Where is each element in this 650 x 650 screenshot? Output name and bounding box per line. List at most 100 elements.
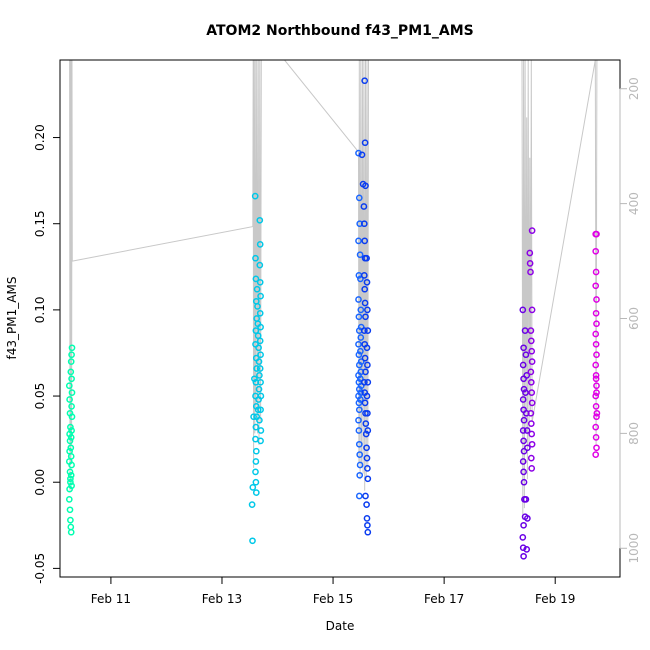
data-point <box>361 299 369 307</box>
data-point <box>593 230 600 238</box>
data-point <box>520 447 528 455</box>
data-point <box>68 375 75 383</box>
data-point <box>363 501 370 508</box>
data-point <box>364 465 371 472</box>
data-point <box>67 478 74 486</box>
data-point <box>357 358 365 365</box>
scatter-layer <box>65 77 601 560</box>
data-point <box>362 313 369 321</box>
data-point <box>355 194 363 202</box>
data-point <box>67 453 75 460</box>
data-point <box>363 444 370 452</box>
y-tick-label: 0.20 <box>33 124 47 151</box>
data-point <box>363 278 371 286</box>
data-point <box>592 434 600 441</box>
data-point <box>67 434 75 441</box>
data-point <box>364 427 372 434</box>
data-point <box>255 344 262 352</box>
data-point <box>592 330 600 338</box>
data-point <box>355 313 363 321</box>
data-point <box>523 546 531 553</box>
data-point <box>256 216 264 224</box>
y2-tick-label: 200 <box>627 77 641 100</box>
data-point <box>523 427 531 434</box>
data-point <box>361 237 369 245</box>
series-0 <box>65 344 76 536</box>
data-point <box>252 489 260 496</box>
data-point <box>519 396 527 403</box>
data-point <box>67 528 75 536</box>
data-point <box>357 306 365 314</box>
data-point <box>257 292 264 300</box>
data-point <box>68 461 75 469</box>
data-point <box>67 423 74 431</box>
y-tick-label: -0.05 <box>33 553 47 584</box>
data-point <box>527 378 535 386</box>
data-point <box>364 475 372 483</box>
data-point <box>527 268 534 276</box>
data-point <box>251 375 258 383</box>
data-point <box>68 351 75 359</box>
data-point <box>250 413 257 421</box>
data-point <box>360 327 368 334</box>
x-axis: Feb 11 Feb 13 Feb 15 Feb 17 Feb 19 <box>91 576 575 606</box>
y-tick-label: 0.10 <box>33 297 47 324</box>
data-point <box>66 506 74 514</box>
data-point <box>519 361 527 369</box>
data-point <box>256 337 264 345</box>
data-point <box>520 478 528 486</box>
data-point <box>257 427 265 434</box>
data-point <box>357 275 364 283</box>
series-6 <box>592 230 601 458</box>
data-point <box>524 515 531 522</box>
data-point <box>592 361 600 369</box>
data-point <box>520 521 527 529</box>
data-point <box>355 427 363 434</box>
data-point <box>361 354 369 362</box>
data-point <box>364 361 371 369</box>
data-point <box>68 482 75 490</box>
data-point <box>526 249 534 257</box>
data-point <box>520 416 528 424</box>
data-point <box>256 241 264 248</box>
data-point <box>255 385 263 393</box>
data-point <box>252 275 260 283</box>
data-point <box>519 458 527 465</box>
data-point <box>363 392 371 400</box>
data-point <box>592 451 600 458</box>
data-point <box>67 471 75 479</box>
data-point <box>364 528 372 536</box>
x-tick-label: Feb 11 <box>91 592 131 606</box>
data-point <box>592 372 600 379</box>
data-point <box>592 268 600 276</box>
data-point <box>520 468 527 476</box>
data-point <box>527 409 535 417</box>
data-point <box>252 458 260 465</box>
data-point <box>362 182 369 190</box>
data-point <box>519 427 527 434</box>
y-axis: -0.05 0.00 0.05 0.10 0.15 0.20 <box>33 124 61 584</box>
data-point <box>593 296 600 303</box>
data-point <box>592 423 600 431</box>
data-point <box>249 484 257 491</box>
data-point <box>255 358 263 365</box>
data-point <box>67 358 75 365</box>
data-point <box>66 396 73 403</box>
data-point <box>356 451 364 458</box>
y2-tick-label: 400 <box>627 192 641 215</box>
data-point <box>528 389 536 396</box>
data-point <box>364 378 372 386</box>
data-point <box>361 285 369 293</box>
data-point <box>66 437 74 445</box>
data-point <box>364 409 371 417</box>
data-point <box>67 475 74 483</box>
data-point <box>357 396 364 403</box>
data-point <box>593 389 600 396</box>
data-point <box>593 320 600 328</box>
data-point <box>528 347 536 355</box>
data-point <box>355 296 362 303</box>
data-point <box>363 344 371 352</box>
data-point <box>68 403 75 410</box>
secondary-series-line <box>69 59 598 520</box>
data-point <box>528 465 536 472</box>
